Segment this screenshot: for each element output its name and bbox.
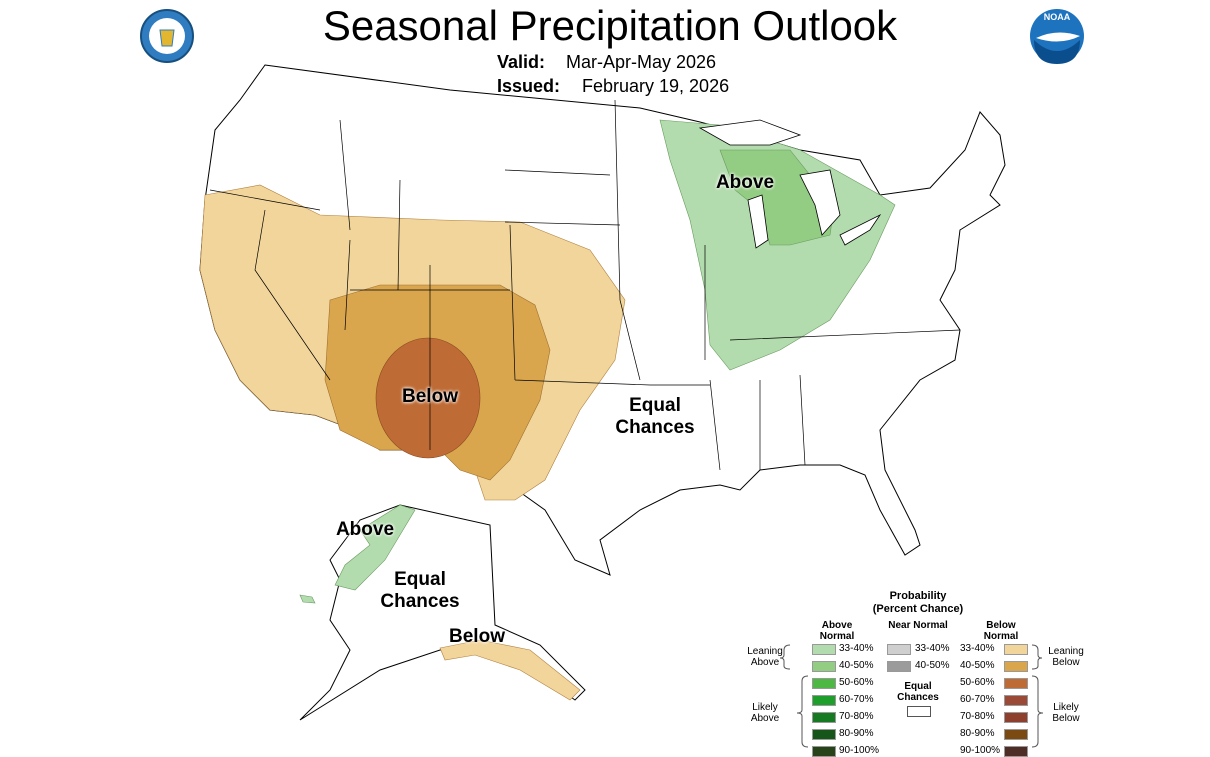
legend-swatch — [1004, 695, 1028, 706]
legend-item-label: 40-50% — [839, 660, 874, 671]
below-leaning-alaska — [439, 639, 581, 701]
great-lake — [698, 119, 802, 146]
legend-swatch — [907, 706, 931, 717]
legend-swatch — [1004, 729, 1028, 740]
issued-label: Issued: — [497, 76, 561, 96]
legend-group-label: Leaning Below — [1048, 646, 1084, 668]
legend-swatch — [1004, 712, 1028, 723]
legend-swatch — [812, 712, 836, 723]
below-50-60-area — [375, 337, 481, 459]
commerce-logo — [140, 9, 194, 63]
legend-swatch — [1004, 746, 1028, 757]
legend-column-header: Below Normal — [983, 620, 1019, 642]
legend-swatch — [887, 661, 911, 672]
legend-item-label: 33-40% — [960, 643, 995, 654]
legend-item-label: 80-90% — [960, 728, 995, 739]
noaa-logo — [1030, 9, 1084, 64]
legend-item-label: 50-60% — [960, 677, 995, 688]
map-label: Above — [715, 172, 775, 193]
legend-item-label: 60-70% — [839, 694, 874, 705]
great-lake — [747, 194, 769, 249]
legend-swatch — [812, 729, 836, 740]
equal-chances-label: Equal Chances — [897, 681, 939, 703]
great-lake — [839, 213, 882, 246]
legend-swatch — [812, 695, 836, 706]
legend-item-label: 70-80% — [839, 711, 874, 722]
legend-group-label: Likely Above — [750, 702, 780, 724]
legend-swatch — [887, 644, 911, 655]
legend-subtitle: (Percent Chance) — [872, 603, 964, 615]
legend-item-label: 50-60% — [839, 677, 874, 688]
brace — [1031, 675, 1044, 748]
legend-item-label: 40-50% — [960, 660, 995, 671]
legend-item-label: 33-40% — [839, 643, 874, 654]
logo-text: NOAA — [1044, 12, 1071, 22]
map-label: Equal Chances — [380, 569, 460, 612]
title: Seasonal Precipitation Outlook — [322, 2, 898, 49]
valid-value: Mar-Apr-May 2026 — [566, 52, 717, 72]
legend-item-label: 90-100% — [839, 745, 880, 756]
legend-swatch — [812, 678, 836, 689]
legend-item-label: 70-80% — [960, 711, 995, 722]
legend-item-label: 60-70% — [960, 694, 995, 705]
legend-title: Probability — [889, 590, 947, 602]
above-leaning-alaska — [334, 504, 416, 591]
alaska-island — [299, 594, 316, 604]
legend-swatch — [812, 644, 836, 655]
legend-item-label: 90-100% — [960, 745, 1001, 756]
legend-item-label: 40-50% — [915, 660, 950, 671]
map-label: Below — [402, 386, 458, 407]
legend-swatch — [1004, 644, 1028, 655]
state-line — [209, 99, 961, 471]
legend-group-label: Likely Below — [1052, 702, 1080, 724]
map-label: Above — [335, 519, 395, 540]
legend-column-header: Above Normal — [819, 620, 855, 642]
legend-swatch — [1004, 678, 1028, 689]
brace — [796, 675, 809, 748]
legend-item-label: 33-40% — [915, 643, 950, 654]
map-label: Equal Chances — [615, 395, 695, 438]
map-label: Below — [449, 626, 505, 647]
brace — [1031, 644, 1043, 670]
valid-label: Valid: — [497, 52, 546, 72]
legend-swatch — [812, 746, 836, 757]
issued-value: February 19, 2026 — [582, 76, 730, 96]
legend-column-header: Near Normal — [888, 620, 948, 631]
brace — [779, 644, 791, 670]
legend-group-label: Leaning Above — [747, 646, 783, 668]
great-lake — [799, 169, 841, 236]
legend-swatch — [812, 661, 836, 672]
legend-item-label: 80-90% — [839, 728, 874, 739]
legend-swatch — [1004, 661, 1028, 672]
